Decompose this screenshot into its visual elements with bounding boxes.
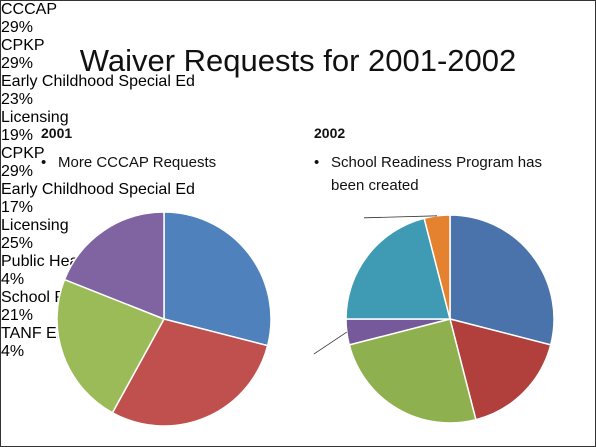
- pie-slice: [163, 211, 272, 347]
- pie-slice: [56, 278, 166, 414]
- pie-slice: [449, 214, 555, 346]
- pie-slice: [448, 317, 552, 421]
- leader-line: [313, 331, 348, 355]
- slice-label: CCCAP 29%: [1, 1, 595, 37]
- slice-label: CPKP 29%: [1, 145, 595, 181]
- pie-slice: [348, 318, 477, 424]
- value-label: 4%: [1, 271, 25, 288]
- category-label: CPKP: [1, 37, 45, 54]
- bullet: More CCCAP Requests: [41, 151, 258, 174]
- slice-label: Early Childhood Special Ed 17%: [1, 181, 595, 217]
- slice-label: Licensing 25%: [1, 217, 595, 253]
- value-label: 29%: [1, 19, 34, 36]
- pie-slice: [63, 211, 165, 321]
- slice-label: CPKP 29%: [1, 37, 595, 73]
- category-label: Early Childhood Special Ed: [1, 73, 195, 90]
- leader-line: [363, 215, 437, 219]
- category-label: Early Childhood Special Ed: [1, 181, 195, 198]
- pie-slice: [345, 217, 451, 320]
- bullet: School Readiness Program has been create…: [314, 151, 561, 197]
- value-label: 4%: [1, 343, 25, 360]
- value-label: 29%: [1, 55, 34, 72]
- slice-label: Licensing 19%: [1, 109, 595, 145]
- category-label: Licensing: [1, 217, 69, 234]
- value-label: 29%: [1, 163, 34, 180]
- value-label: 25%: [1, 235, 34, 252]
- category-label: CCCAP: [1, 1, 58, 18]
- value-label: 19%: [1, 127, 34, 144]
- chart-title: 2002: [314, 125, 346, 141]
- value-label: 21%: [1, 307, 34, 324]
- pie-slice: [111, 318, 269, 427]
- category-label: Licensing: [1, 109, 69, 126]
- value-label: 23%: [1, 91, 34, 108]
- slice-label: Early Childhood Special Ed 23%: [1, 73, 595, 109]
- chart-title: 2001: [41, 125, 73, 141]
- value-label: 17%: [1, 199, 34, 216]
- slide-title: Waiver Requests for 2001-2002: [79, 43, 517, 78]
- category-label: CPKP: [1, 145, 45, 162]
